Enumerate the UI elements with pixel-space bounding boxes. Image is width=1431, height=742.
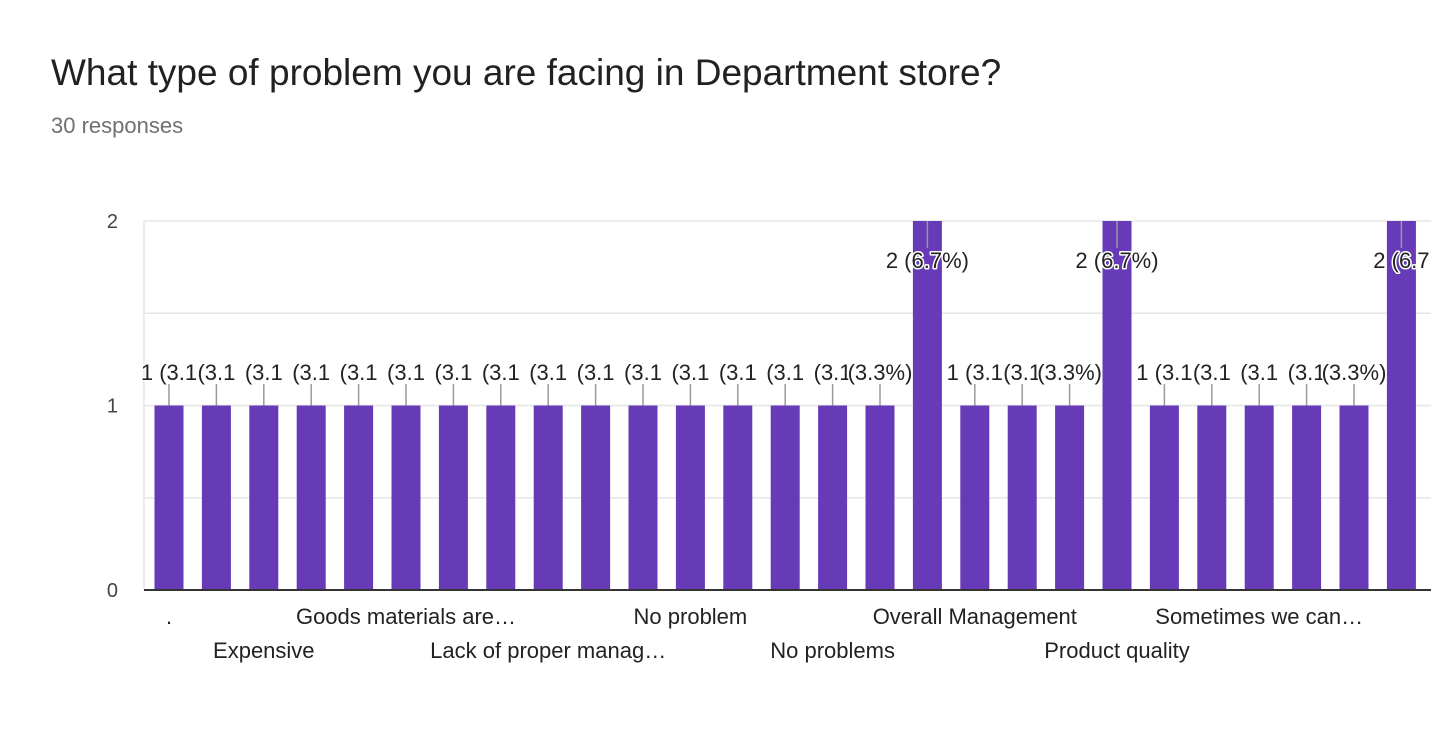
bar[interactable] [1007,405,1037,591]
x-tick-label: Sometimes we can… [1155,604,1363,629]
data-label: (3.1 [482,360,520,385]
bar[interactable] [533,405,563,591]
bar[interactable] [344,405,374,591]
bar[interactable] [581,405,611,591]
bar[interactable] [1102,221,1132,590]
y-tick-labels: 0 1 2 [107,211,118,602]
x-tick-labels: . Expensive Goods materials are… Lack of pr… [166,604,1363,663]
bar[interactable] [201,405,231,591]
data-label: (3.1 [245,360,283,385]
data-label: (3.1 [1193,360,1231,385]
data-label: (3.3%) [1037,360,1102,385]
bar[interactable] [770,405,800,591]
data-label: (3.1 [814,360,852,385]
bar[interactable] [675,405,705,591]
bar[interactable] [1339,405,1369,591]
bar[interactable] [912,221,942,590]
data-label: (3.3%) [848,360,913,385]
data-label: (3.3%) [1322,360,1387,385]
y-tick-label: 0 [107,580,118,602]
data-label: (3.1 [671,360,709,385]
bar[interactable] [1197,405,1227,591]
bar[interactable] [438,405,468,591]
bar[interactable] [154,405,184,591]
data-label: 2 (6.7%) [886,248,969,273]
x-tick-label: . [166,604,172,629]
bar[interactable] [486,405,516,591]
bar[interactable] [249,405,279,591]
bar[interactable] [628,405,658,591]
bar[interactable] [1055,405,1085,591]
data-label: (3.1 [387,360,425,385]
bar[interactable] [1292,405,1322,591]
data-label: (3.1 [529,360,567,385]
bar[interactable] [865,405,895,591]
data-label: 2 (6.7%) [1075,248,1158,273]
data-label: (3.1 [1288,360,1326,385]
leader-lines [168,221,1403,406]
bar[interactable] [1149,405,1179,591]
data-label: (3.1 [340,360,378,385]
data-label: (3.1 [577,360,615,385]
x-tick-label: Product quality [1044,638,1190,663]
bar[interactable] [1244,405,1274,591]
y-tick-label: 2 [107,211,118,233]
x-tick-label: Overall Management [873,604,1077,629]
data-label: 1 (3.1 [947,360,1003,385]
data-label: (3.1 [1003,360,1041,385]
data-labels: 1 (3.1 (3.1 (3.1 (3.1 (3.1 (3.1 (3.1 (3.1 (3.1 (3… [139,247,1431,387]
x-tick-label: Expensive [213,638,315,663]
bar[interactable] [818,405,848,591]
x-tick-label: Goods materials are… [296,604,516,629]
data-label: (3.1 [766,360,804,385]
bar[interactable] [391,405,421,591]
chart-title: What type of problem you are facing in D… [51,52,1002,93]
data-label: 2 (6.7 [1373,248,1429,273]
bar[interactable] [960,405,990,591]
x-tick-label: No problem [634,604,748,629]
y-tick-label: 1 [107,396,118,418]
bars [154,221,1416,591]
data-label: (3.1 [719,360,757,385]
data-label: (3.1 [197,360,235,385]
data-label: 1 (3.1 [141,360,197,385]
x-tick-label: No problems [770,638,895,663]
bar[interactable] [296,405,326,591]
data-label: (3.1 [1240,360,1278,385]
data-label: (3.1 [624,360,662,385]
response-count: 30 responses [51,113,184,138]
data-label: 1 (3.1 [1136,360,1192,385]
bar[interactable] [1386,221,1416,590]
bar[interactable] [723,405,753,591]
x-tick-label: Lack of proper manag… [430,638,666,663]
data-label: (3.1 [292,360,330,385]
data-label: (3.1 [434,360,472,385]
